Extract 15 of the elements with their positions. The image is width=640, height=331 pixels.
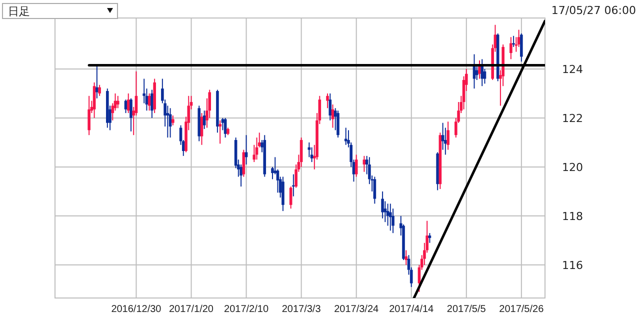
x-tick-label: 2017/4/14 xyxy=(389,304,434,315)
chart-title: 日足 xyxy=(8,5,30,18)
x-tick-label: 2017/5/26 xyxy=(499,304,544,315)
x-tick-label: 2017/3/3 xyxy=(282,304,322,315)
x-tick-label: 2017/3/24 xyxy=(334,304,380,315)
y-tick-label: 120 xyxy=(562,160,583,174)
x-tick-label: 2017/5/5 xyxy=(446,304,486,315)
y-tick-label: 118 xyxy=(562,210,583,223)
y-tick-label: 122 xyxy=(562,112,583,125)
x-tick-label: 2017/2/10 xyxy=(224,304,269,315)
x-tick-label: 2016/12/30 xyxy=(111,304,162,315)
text: 17/05/27 06:00 xyxy=(551,4,636,17)
y-tick-label: 116 xyxy=(562,258,583,272)
x-tick-label: 2017/1/20 xyxy=(169,304,214,315)
y-tick-label: 124 xyxy=(562,62,583,76)
